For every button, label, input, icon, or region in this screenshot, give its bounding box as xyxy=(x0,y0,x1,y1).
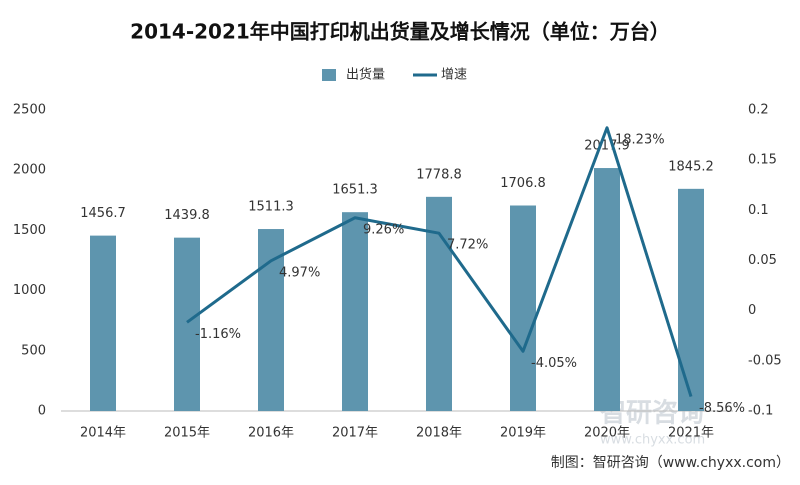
y2-tick-label: 0.1 xyxy=(748,203,769,218)
y-tick-label: 1000 xyxy=(13,283,46,298)
x-tick-label: 2016年 xyxy=(248,426,294,441)
y2-tick-label: 0.05 xyxy=(748,253,777,268)
x-tick-label: 2020年 xyxy=(584,426,630,441)
bar xyxy=(594,168,620,411)
bar xyxy=(90,235,116,411)
line xyxy=(186,126,693,397)
bar xyxy=(174,237,200,411)
bar-value-label: 1511.3 xyxy=(248,200,294,215)
line-value-label: 4.97% xyxy=(279,265,320,280)
bar xyxy=(342,212,368,411)
x-tick-label: 2017年 xyxy=(332,426,378,441)
legend-swatch xyxy=(322,69,336,81)
x-tick-label: 2019年 xyxy=(500,426,546,441)
x-tick-label: 2014年 xyxy=(80,426,126,441)
y2-tick-label: -0.1 xyxy=(748,404,773,419)
y2-tick-label: -0.05 xyxy=(748,353,782,368)
bar-value-label: 2017.9 xyxy=(584,139,630,154)
y-tick-label: 1500 xyxy=(13,223,46,238)
y-tick-label: 2500 xyxy=(13,103,46,118)
watermark: www.chyxx.com xyxy=(600,433,705,448)
y-tick-label: 500 xyxy=(21,343,46,358)
bar-value-label: 1439.8 xyxy=(164,208,210,223)
y2-tick-label: 0.2 xyxy=(748,103,769,118)
bar xyxy=(510,205,536,411)
bar xyxy=(426,196,452,411)
line-value-label: -8.56% xyxy=(699,401,745,416)
y2-tick-label: 0.15 xyxy=(748,153,777,168)
chart-title: 2014-2021年中国打印机出货量及增长情况（单位：万台） xyxy=(130,20,670,44)
bar-value-label: 1845.2 xyxy=(668,159,714,174)
x-tick-label: 2018年 xyxy=(416,426,462,441)
bar-value-label: 1651.3 xyxy=(332,183,378,198)
x-tick-label: 2015年 xyxy=(164,426,210,441)
legend-label: 增速 xyxy=(441,68,467,83)
line-value-label: -4.05% xyxy=(531,356,577,371)
line-value-label: 7.72% xyxy=(447,238,488,253)
bar-value-label: 1456.7 xyxy=(80,206,126,221)
source: 制图：智研咨询（www.chyxx.com） xyxy=(551,455,790,471)
bar xyxy=(678,188,704,411)
legend-label: 出货量 xyxy=(346,67,385,83)
bar-value-label: 1778.8 xyxy=(416,167,462,182)
x-tick-label: 2021年 xyxy=(668,426,714,441)
line-value-label: -1.16% xyxy=(195,327,241,342)
line-value-label: 18.23% xyxy=(615,132,665,147)
y-tick-label: 0 xyxy=(38,404,46,419)
y2-tick-label: 0 xyxy=(748,303,756,318)
line-value-label: 9.26% xyxy=(363,222,404,237)
bar-value-label: 1706.8 xyxy=(500,176,546,191)
y-tick-label: 2000 xyxy=(13,163,46,178)
